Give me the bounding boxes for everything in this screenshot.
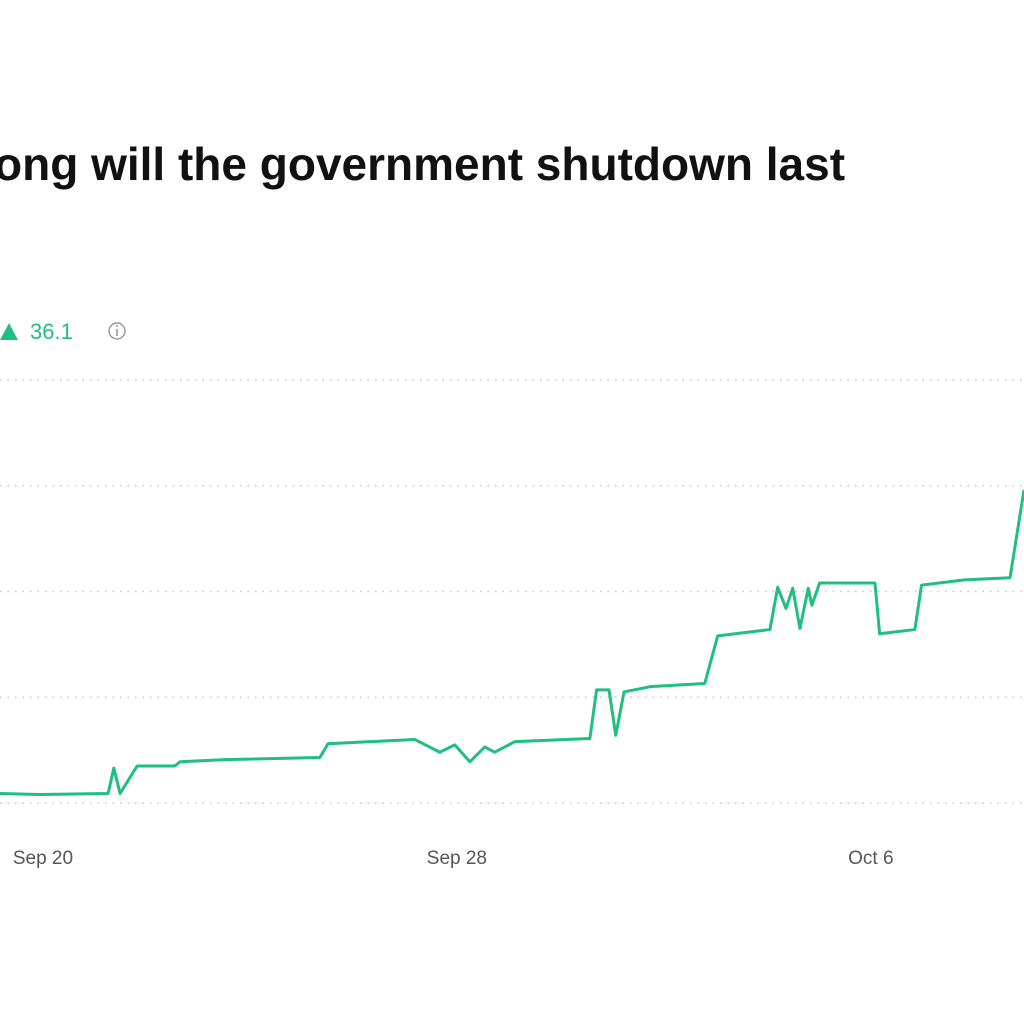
price-line bbox=[0, 489, 1024, 797]
x-tick-label: Sep 20 bbox=[13, 848, 73, 869]
up-arrow bbox=[0, 323, 18, 340]
x-tick-label: Oct 6 bbox=[848, 848, 893, 869]
info-icon[interactable] bbox=[108, 322, 126, 340]
x-tick-label: Sep 28 bbox=[427, 848, 487, 869]
market-title: ong will the government shutdown last bbox=[0, 138, 845, 190]
change-value: 36.1 bbox=[30, 319, 73, 344]
